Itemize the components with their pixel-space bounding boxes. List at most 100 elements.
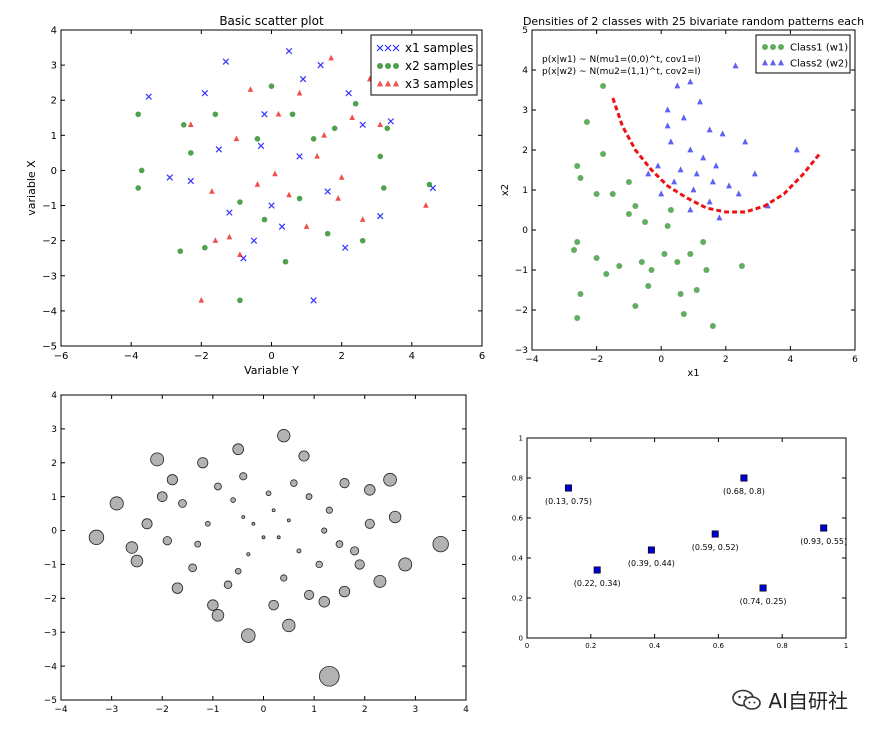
annotation-text: p(x|w2) ~ N(mu2=(1,1)^t, cov2=I) — [542, 67, 701, 77]
data-point — [687, 206, 694, 213]
x-tick-label: −4 — [525, 355, 539, 365]
data-point — [713, 162, 720, 169]
data-point — [261, 216, 268, 223]
data-point — [209, 188, 215, 194]
bubble-point — [432, 535, 449, 553]
data-point — [696, 98, 703, 105]
y-tick-label: −4 — [44, 662, 58, 672]
x-tick-label: −1 — [206, 705, 219, 715]
bubble-point — [261, 535, 266, 540]
x-axis-label: x1 — [687, 368, 699, 379]
x-tick-label: 0 — [525, 642, 529, 650]
y-tick-label: 1 — [51, 131, 57, 142]
point-label: (0.74, 0.25) — [740, 597, 787, 606]
data-point — [793, 146, 800, 153]
legend-label: x3 samples — [405, 77, 473, 91]
data-point — [247, 86, 254, 92]
data-point — [677, 166, 684, 173]
data-point — [296, 89, 303, 96]
square-point — [759, 584, 767, 592]
data-point — [706, 126, 713, 133]
bubble-point — [280, 574, 288, 582]
data-point — [324, 188, 331, 195]
bubble-point — [194, 540, 202, 548]
data-point — [215, 146, 223, 153]
bubble-point — [364, 518, 375, 529]
y-tick-label: 3 — [522, 106, 528, 116]
data-point — [600, 83, 607, 89]
y-tick-label: 0.6 — [512, 514, 524, 522]
data-point — [338, 174, 345, 180]
data-point — [237, 251, 243, 257]
data-point — [180, 122, 187, 128]
data-point — [693, 170, 700, 177]
data-point — [135, 111, 141, 118]
data-point — [574, 239, 581, 245]
bubble-point — [197, 457, 209, 469]
plot-frame — [60, 394, 467, 701]
data-point — [577, 175, 584, 181]
data-point — [719, 130, 726, 137]
legend-label: Class2 (w2) — [790, 59, 848, 70]
y-tick-label: 1 — [51, 493, 57, 503]
data-point — [349, 114, 355, 121]
bubble-point — [141, 518, 153, 530]
data-point — [664, 122, 671, 129]
data-point — [674, 259, 681, 265]
bubble-point — [239, 472, 248, 481]
point-label: (0.93, 0.55) — [800, 537, 847, 546]
chart-labeled-points: 0 0.2 0.4 0.6 0.8 1 0 0.2 0.4 0.6 0.8 1 (0.13, 0.75)… — [512, 434, 848, 650]
bubble-point — [321, 527, 328, 534]
bubble-point — [398, 557, 413, 572]
data-point — [687, 146, 694, 153]
data-point — [254, 181, 261, 187]
bubble-point — [304, 589, 315, 600]
bubble-point — [230, 497, 236, 503]
data-point — [226, 209, 233, 216]
data-point — [664, 223, 671, 229]
data-point — [278, 223, 286, 230]
data-point — [677, 291, 684, 297]
point-label: (0.22, 0.34) — [574, 579, 621, 588]
data-point — [706, 198, 713, 205]
legend-marker — [376, 44, 384, 52]
data-point — [268, 83, 275, 89]
x-tick-label: 3 — [413, 705, 419, 715]
data-point — [426, 181, 433, 188]
y-tick-label: −3 — [44, 628, 57, 638]
x-tick-label: 4 — [409, 351, 415, 362]
data-point — [299, 75, 307, 83]
data-point — [237, 297, 243, 304]
data-point — [212, 111, 219, 118]
data-point — [600, 151, 607, 157]
bubble-point — [325, 506, 333, 514]
data-point — [645, 283, 652, 289]
bubble-point — [296, 548, 302, 554]
data-point — [380, 185, 387, 191]
data-point — [254, 136, 261, 142]
bubble-point — [338, 585, 351, 598]
bubble-point — [130, 554, 144, 568]
square-point — [647, 546, 655, 554]
x-tick-label: 0.8 — [777, 642, 788, 650]
y-tick-label: −2 — [42, 236, 57, 247]
data-point — [609, 191, 616, 197]
data-point — [314, 153, 320, 159]
data-point — [625, 179, 632, 185]
chart-basic-scatter: −6 −4 −2 0 2 4 6 −5 −4 −3 −2 −1 0 1 2 3 4 Basic scatter p… — [25, 14, 485, 377]
data-point — [687, 251, 694, 257]
x-tick-label: 2 — [338, 351, 344, 362]
data-point — [726, 182, 733, 189]
data-point — [212, 237, 219, 243]
square-point — [711, 530, 719, 538]
bubble-point — [162, 536, 172, 546]
bubble-point — [388, 510, 402, 524]
data-point — [593, 191, 600, 197]
legend-marker — [385, 80, 391, 87]
x-tick-label: 0.2 — [585, 642, 596, 650]
square-point — [593, 566, 601, 574]
data-point — [233, 135, 240, 142]
data-point — [377, 121, 384, 128]
bubble-point — [354, 559, 365, 570]
